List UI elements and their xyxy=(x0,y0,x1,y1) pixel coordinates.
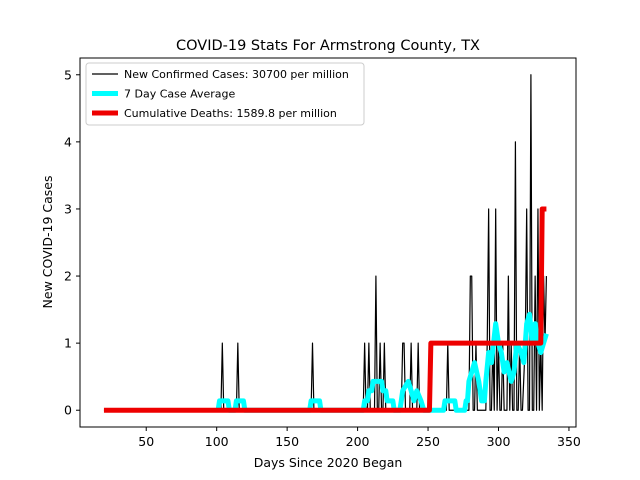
x-tick-label: 350 xyxy=(557,434,581,449)
x-tick-label: 150 xyxy=(275,434,299,449)
axes-frame xyxy=(79,57,577,428)
x-axis-label: Days Since 2020 Began xyxy=(254,455,403,470)
legend-frame xyxy=(85,62,365,126)
chart-title: COVID-19 Stats For Armstrong County, TX xyxy=(176,38,480,54)
plot-area xyxy=(79,57,577,428)
x-tick-label: 100 xyxy=(205,434,229,449)
x-tick-label: 300 xyxy=(487,434,511,449)
y-tick-label: 1 xyxy=(64,336,72,351)
legend-entry-cumulative-deaths-label: Cumulative Deaths: 1589.8 per million xyxy=(124,107,337,120)
y-tick-label: 4 xyxy=(64,134,72,149)
y-tick-label: 0 xyxy=(64,403,72,418)
y-axis-label: New COVID-19 Cases xyxy=(40,176,55,309)
x-axis: 50 100 150 200 250 300 350 xyxy=(138,427,581,449)
y-tick-label: 5 xyxy=(64,67,72,82)
x-tick-label: 200 xyxy=(346,434,370,449)
y-axis: 0 1 2 3 4 5 xyxy=(64,67,80,418)
x-tick-label: 250 xyxy=(416,434,440,449)
legend: New Confirmed Cases: 30700 per million 7 … xyxy=(85,62,365,126)
x-tick-label: 50 xyxy=(138,434,154,449)
y-tick-label: 2 xyxy=(64,269,72,284)
legend-entry-7-day-average-label: 7 Day Case Average xyxy=(124,88,236,101)
legend-entry-new-cases-label: New Confirmed Cases: 30700 per million xyxy=(124,68,349,81)
series-cumulative-deaths-line xyxy=(103,206,547,413)
y-tick-label: 3 xyxy=(64,201,72,216)
